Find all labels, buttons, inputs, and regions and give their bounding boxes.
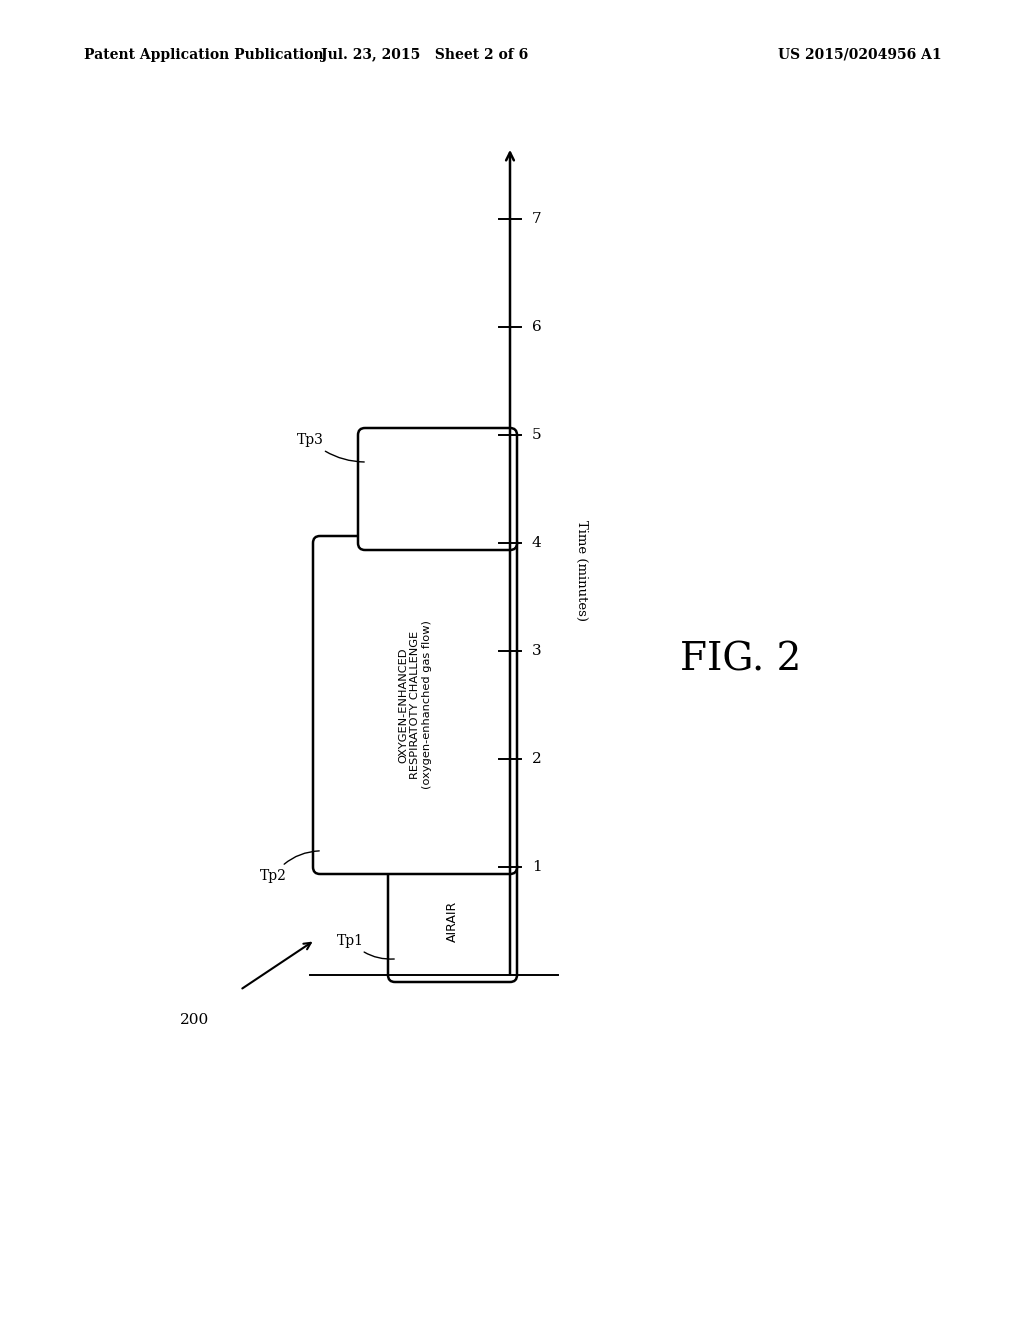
Text: Time (minutes): Time (minutes) bbox=[575, 520, 589, 620]
Text: 1: 1 bbox=[532, 861, 542, 874]
FancyBboxPatch shape bbox=[313, 536, 517, 874]
Text: 3: 3 bbox=[532, 644, 542, 657]
Text: 2: 2 bbox=[532, 752, 542, 766]
Text: 6: 6 bbox=[532, 319, 542, 334]
Text: FIG. 2: FIG. 2 bbox=[680, 642, 802, 678]
Text: 7: 7 bbox=[532, 213, 542, 226]
Text: 5: 5 bbox=[532, 428, 542, 442]
FancyBboxPatch shape bbox=[388, 861, 517, 982]
Text: US 2015/0204956 A1: US 2015/0204956 A1 bbox=[778, 48, 942, 62]
Text: 4: 4 bbox=[532, 536, 542, 550]
Text: Patent Application Publication: Patent Application Publication bbox=[84, 48, 324, 62]
FancyBboxPatch shape bbox=[358, 428, 517, 550]
Text: Tp2: Tp2 bbox=[260, 851, 319, 883]
Text: 200: 200 bbox=[180, 1012, 210, 1027]
Text: Tp1: Tp1 bbox=[337, 933, 394, 960]
Text: Tp3: Tp3 bbox=[297, 433, 365, 462]
Text: Jul. 23, 2015   Sheet 2 of 6: Jul. 23, 2015 Sheet 2 of 6 bbox=[322, 48, 528, 62]
Text: AIRAIR: AIRAIR bbox=[446, 900, 459, 941]
Text: OXYGEN-ENHANCED
RESPIRATOTY CHALLENGE
(oxygen-enhanched gas flow): OXYGEN-ENHANCED RESPIRATOTY CHALLENGE (o… bbox=[398, 620, 431, 789]
